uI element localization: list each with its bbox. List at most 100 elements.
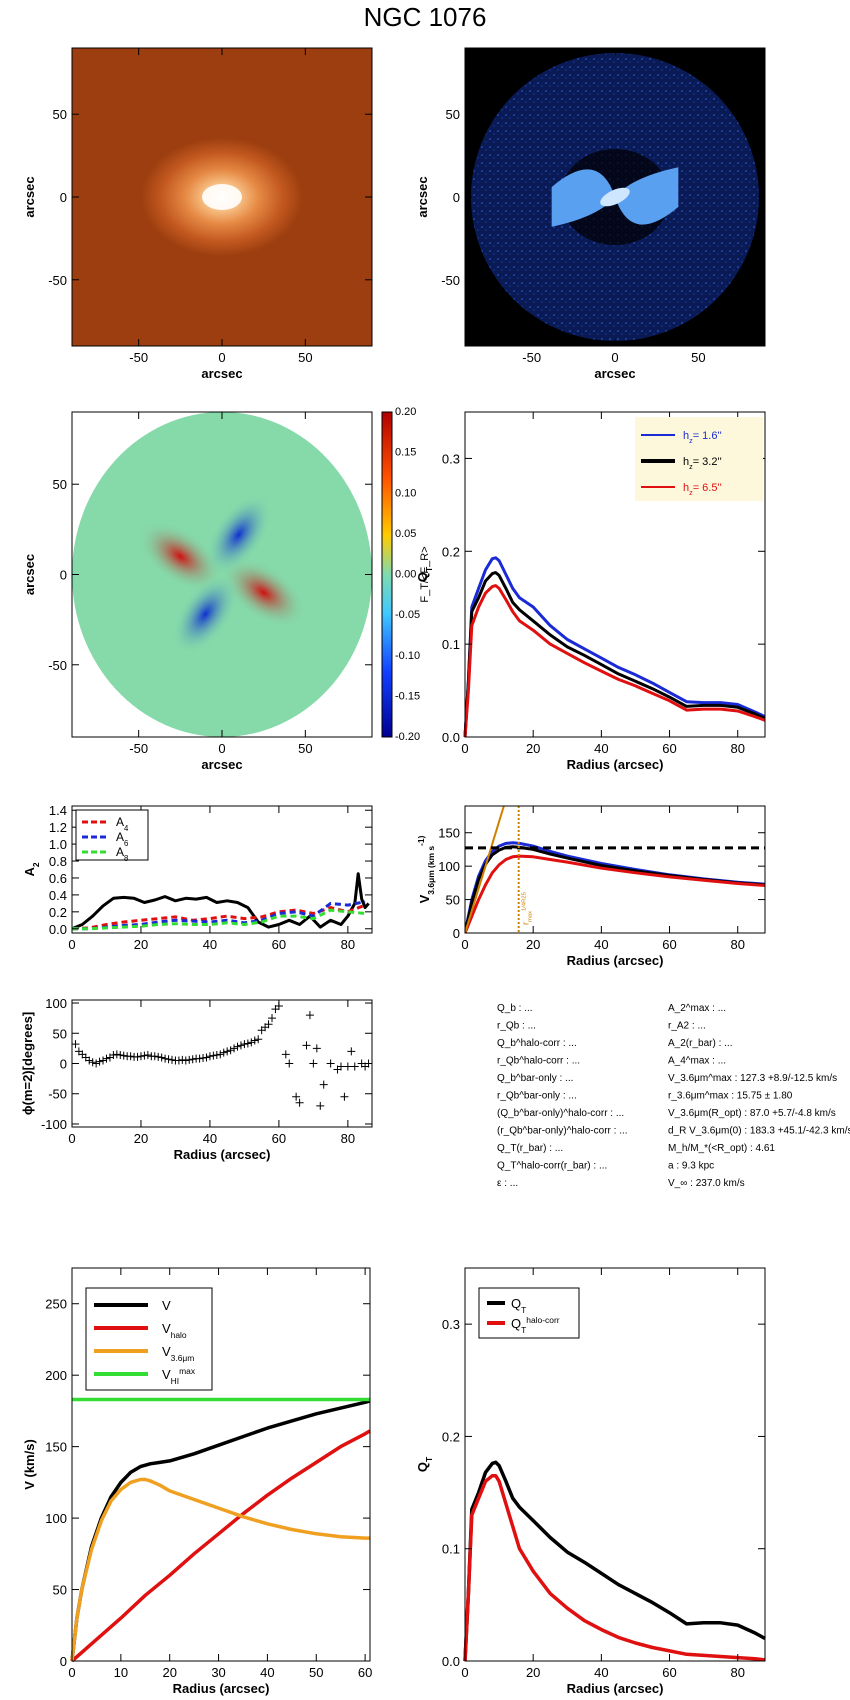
y-tick-label: 50 bbox=[446, 107, 460, 122]
y-tick-label: 200 bbox=[45, 1368, 67, 1383]
colorbar-tick-label: -0.05 bbox=[395, 609, 420, 621]
scatter-point bbox=[243, 1039, 252, 1048]
legend bbox=[478, 1287, 580, 1339]
x-axis-label: arcsec bbox=[201, 366, 242, 381]
scatter-point bbox=[136, 1052, 145, 1061]
info-right-line: A_2(r_bar) : ... bbox=[668, 1038, 732, 1049]
x-axis-label: Radius (arcsec) bbox=[567, 953, 664, 968]
x-tick-label: 80 bbox=[730, 741, 744, 756]
red-lobe bbox=[221, 557, 306, 628]
y-tick-label: 100 bbox=[45, 1511, 67, 1526]
x-tick-label: 0 bbox=[218, 741, 225, 756]
scatter-point bbox=[347, 1047, 356, 1056]
x-tick-label: 0 bbox=[68, 1665, 75, 1680]
panel-bar-residual-image: -50 0 50 -50 0 50 arcsec arcsec bbox=[415, 47, 766, 381]
scatter-point bbox=[226, 1046, 235, 1055]
series-line bbox=[465, 806, 505, 933]
scatter-point bbox=[205, 1052, 214, 1061]
legend-label: A6 bbox=[116, 830, 128, 848]
y-axis-label: QT bbox=[415, 1456, 434, 1472]
y-tick-label: 50 bbox=[53, 477, 67, 492]
legend-label: VHImax bbox=[162, 1366, 196, 1386]
x-tick-label: 50 bbox=[691, 350, 705, 365]
plot-area bbox=[465, 806, 765, 933]
scatter-point bbox=[119, 1051, 128, 1060]
scatter-point bbox=[233, 1042, 242, 1051]
series-line bbox=[71, 872, 370, 931]
x-tick-label: 40 bbox=[594, 937, 608, 952]
x-tick-label: 80 bbox=[730, 937, 744, 952]
y-tick-label: -50 bbox=[48, 1087, 67, 1102]
y-tick-label: 100 bbox=[438, 859, 460, 874]
scatter-point bbox=[71, 1040, 80, 1049]
y-axis-label: ϕ(m=2)[degrees] bbox=[20, 1012, 35, 1115]
colorbar-tick-label: 0.15 bbox=[395, 447, 416, 459]
x-tick-label: 60 bbox=[662, 741, 676, 756]
panel-phase-m2: 0 20 40 60 80 100 50 0 -50 -100 Radius (arcsec) ϕ(m… bbox=[20, 996, 373, 1162]
x-tick-label: 20 bbox=[526, 937, 540, 952]
scatter-point bbox=[240, 1040, 249, 1049]
x-tick-label: 40 bbox=[594, 1665, 608, 1680]
colorbar-tick-label: 0.05 bbox=[395, 528, 416, 540]
y-tick-label: 0.0 bbox=[442, 1654, 460, 1669]
info-left-line: r_Qb^halo-corr : ... bbox=[497, 1056, 580, 1067]
y-tick-label: 50 bbox=[53, 1583, 67, 1598]
series-line bbox=[463, 1473, 766, 1662]
colorbar-tick-label: 0.20 bbox=[395, 406, 416, 418]
scatter-point bbox=[212, 1051, 221, 1060]
panel-rotation-curve-3.6: rmax1/4R25 0 20 40 60 80 0 50 100 150 Radius (arcs… bbox=[416, 805, 766, 968]
y-axis-label: arcsec bbox=[415, 176, 430, 217]
scatter-point bbox=[188, 1055, 197, 1064]
y-tick-label: -50 bbox=[441, 273, 460, 288]
scatter-point bbox=[88, 1058, 97, 1067]
y-tick-label: 50 bbox=[53, 107, 67, 122]
x-tick-label: 10 bbox=[114, 1665, 128, 1680]
info-left-line: Q_T^halo-corr(r_bar) : ... bbox=[497, 1161, 607, 1172]
scatter-point bbox=[236, 1041, 245, 1050]
y-tick-label: 150 bbox=[45, 1440, 67, 1455]
scatter-point bbox=[209, 1051, 218, 1060]
scatter-point bbox=[247, 1038, 256, 1047]
plot-frame bbox=[71, 805, 373, 934]
colorbar-tick-label: 0.10 bbox=[395, 487, 416, 499]
legend-label: hz= 1.6'' bbox=[683, 430, 722, 445]
blue-lobe bbox=[172, 574, 239, 655]
scatter-point bbox=[336, 1062, 345, 1071]
scatter-point bbox=[250, 1036, 259, 1045]
x-tick-label: 30 bbox=[211, 1665, 225, 1680]
y-tick-label: 100 bbox=[45, 996, 67, 1011]
series-line bbox=[70, 1429, 371, 1663]
legend-label: QThalo-corr bbox=[511, 1315, 560, 1335]
scatter-point bbox=[109, 1051, 118, 1060]
scatter-point bbox=[95, 1057, 104, 1066]
y-tick-label: 0.1 bbox=[442, 637, 460, 652]
scatter-point bbox=[133, 1052, 142, 1061]
x-tick-label: 20 bbox=[526, 741, 540, 756]
scatter-point bbox=[181, 1056, 190, 1065]
x-tick-label: 20 bbox=[162, 1665, 176, 1680]
scatter-point bbox=[254, 1035, 263, 1044]
colorbar bbox=[381, 411, 393, 738]
scatter-point bbox=[161, 1054, 170, 1063]
y-tick-label: 250 bbox=[45, 1297, 67, 1312]
x-tick-label: -50 bbox=[129, 741, 148, 756]
info-right-line: M_h/M_*(<R_opt) : 4.61 bbox=[668, 1143, 775, 1154]
x-tick-label: 50 bbox=[309, 1665, 323, 1680]
page-title: NGC 1076 bbox=[363, 2, 487, 32]
x-tick-label: 60 bbox=[358, 1665, 372, 1680]
x-tick-label: 0 bbox=[68, 1131, 75, 1146]
info-left-line: Q_b : ... bbox=[497, 1003, 533, 1014]
colorbar-tick-label: -0.10 bbox=[395, 650, 420, 662]
scatter-point bbox=[292, 1092, 301, 1101]
x-tick-label: 60 bbox=[662, 1665, 676, 1680]
y-tick-label: 150 bbox=[438, 826, 460, 841]
scatter-point bbox=[202, 1053, 211, 1062]
scatter-point bbox=[85, 1056, 94, 1065]
panel-force-ratio-map: -50 0 50 -50 0 50 arcsec arcsec 0.20 0.15 0.10 0.05… bbox=[22, 406, 431, 772]
info-left-line: ε : ... bbox=[497, 1178, 518, 1189]
legend-label: QT bbox=[511, 1296, 526, 1315]
info-right-line: d_R V_3.6μm(0) : 183.3 +45.1/-42.3 km/s/… bbox=[668, 1126, 850, 1137]
scatter-point bbox=[223, 1047, 232, 1056]
x-axis-label: Radius (arcsec) bbox=[567, 757, 664, 772]
